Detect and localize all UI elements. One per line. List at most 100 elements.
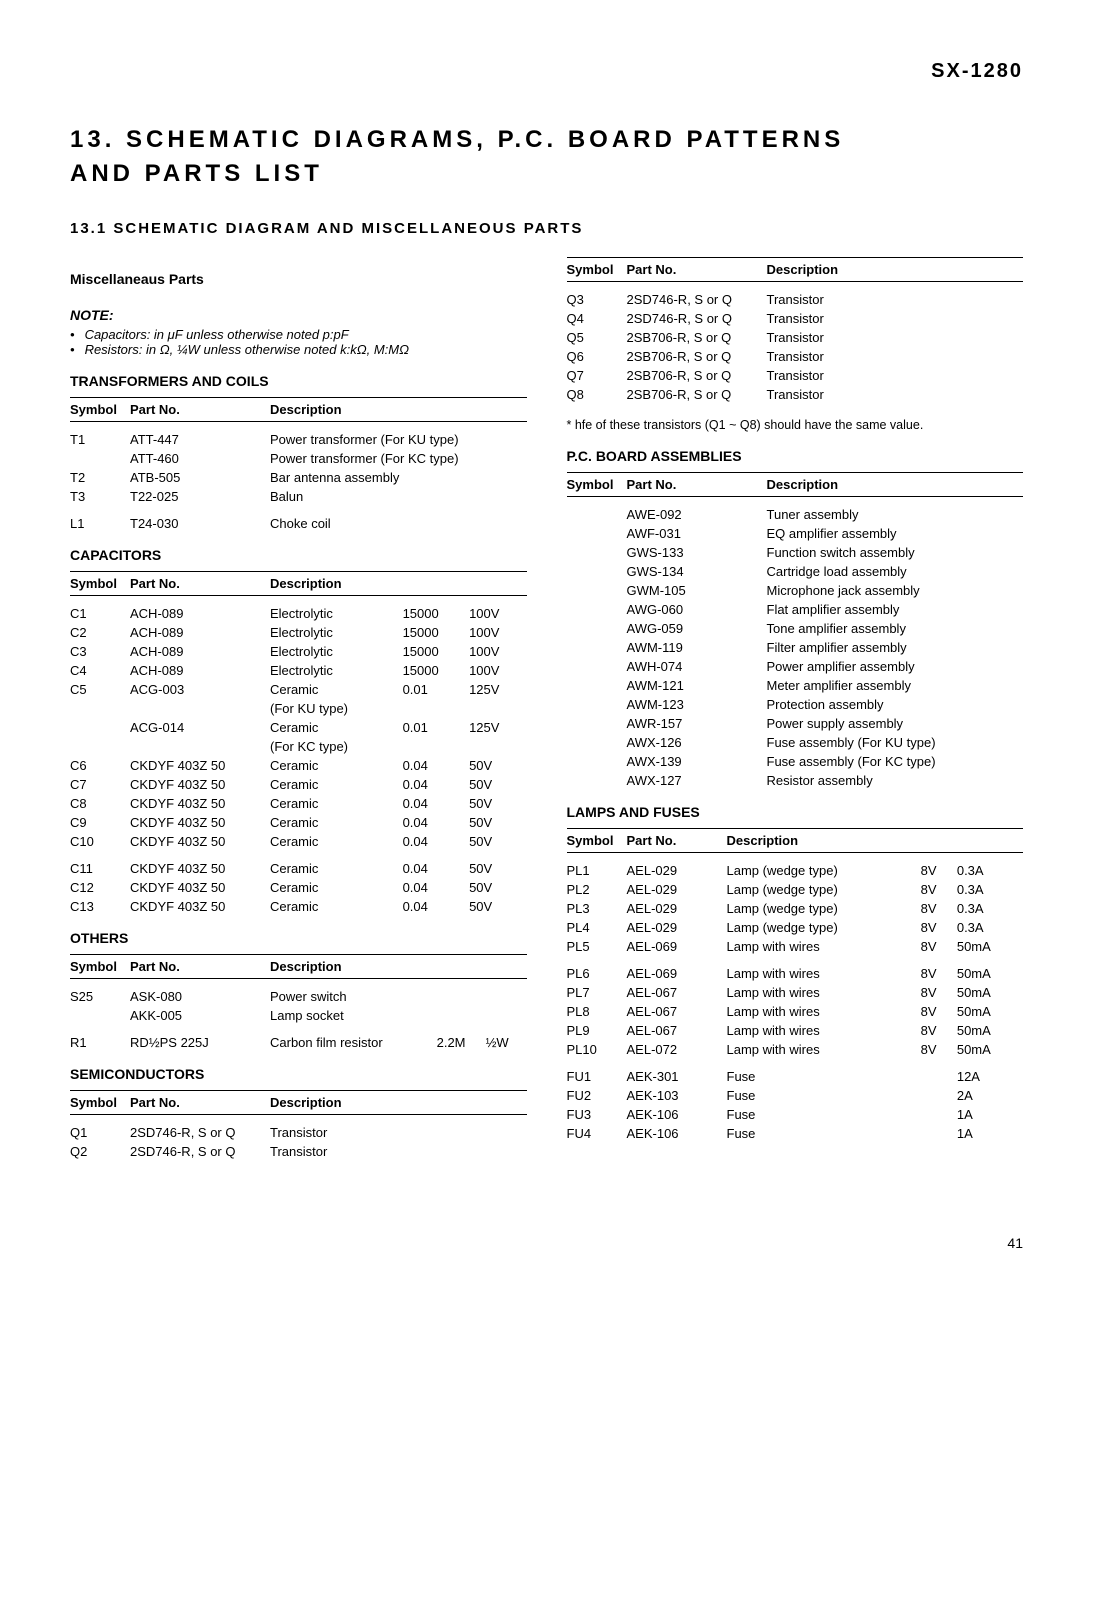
- table-cell: ACH-089: [130, 623, 270, 642]
- table-cell: [627, 1059, 727, 1067]
- table-cell: PL2: [567, 880, 627, 899]
- table-row: PL6AEL-069Lamp with wires8V50mA: [567, 964, 1024, 983]
- others-body: S25ASK-080Power switchAKK-005Lamp socket…: [70, 979, 527, 1053]
- table-cell: Lamp with wires: [727, 1021, 921, 1040]
- table-row: AWH-074Power amplifier assembly: [567, 657, 1024, 676]
- table-row: T2ATB-505Bar antenna assembly: [70, 468, 527, 487]
- table-cell: Lamp with wires: [727, 1002, 921, 1021]
- table-row: AWR-157Power supply assembly: [567, 714, 1024, 733]
- table-cell: Power amplifier assembly: [767, 657, 1024, 676]
- table-row: C13CKDYF 403Z 50Ceramic0.0450V: [70, 897, 527, 916]
- transformers-heading: TRANSFORMERS AND COILS: [70, 373, 527, 389]
- table-row: AWE-092Tuner assembly: [567, 497, 1024, 525]
- table-cell: Ceramic: [270, 756, 403, 775]
- table-row: PL10AEL-072Lamp with wires8V50mA: [567, 1040, 1024, 1059]
- note-item: Resistors: in Ω, ¼W unless otherwise not…: [70, 342, 527, 357]
- table-cell: [567, 562, 627, 581]
- table-cell: [469, 737, 526, 756]
- table-cell: C13: [70, 897, 130, 916]
- table-cell: [70, 506, 130, 514]
- table-cell: 100V: [469, 642, 526, 661]
- pcb-body: AWE-092Tuner assemblyAWF-031EQ amplifier…: [567, 497, 1024, 791]
- col-desc: Description: [270, 955, 527, 979]
- table-cell: 50mA: [957, 1021, 1023, 1040]
- table-cell: EQ amplifier assembly: [767, 524, 1024, 543]
- table-cell: AEK-106: [627, 1105, 727, 1124]
- col-partno: Part No.: [130, 398, 270, 422]
- table-cell: C1: [70, 596, 130, 624]
- table-row: Q62SB706-R, S or QTransistor: [567, 347, 1024, 366]
- col-symbol: Symbol: [70, 1091, 130, 1115]
- table-cell: T22-025: [130, 487, 270, 506]
- table-cell: 50mA: [957, 937, 1023, 956]
- table-cell: Bar antenna assembly: [270, 468, 527, 487]
- table-row: PL8AEL-067Lamp with wires8V50mA: [567, 1002, 1024, 1021]
- table-cell: CKDYF 403Z 50: [130, 756, 270, 775]
- table-cell: Fuse: [727, 1124, 921, 1143]
- table-cell: 8V: [921, 937, 957, 956]
- transformers-table: Symbol Part No. Description T1ATT-447Pow…: [70, 397, 527, 533]
- table-cell: FU2: [567, 1086, 627, 1105]
- table-cell: [270, 506, 527, 514]
- table-cell: [567, 600, 627, 619]
- table-cell: 12A: [957, 1067, 1023, 1086]
- table-cell: Transistor: [270, 1115, 527, 1143]
- table-cell: 0.3A: [957, 853, 1023, 881]
- table-row: GWS-134Cartridge load assembly: [567, 562, 1024, 581]
- table-cell: Fuse: [727, 1105, 921, 1124]
- table-cell: C8: [70, 794, 130, 813]
- table-row: FU3AEK-106Fuse1A: [567, 1105, 1024, 1124]
- table-row: PL7AEL-067Lamp with wires8V50mA: [567, 983, 1024, 1002]
- table-row: AWM-123Protection assembly: [567, 695, 1024, 714]
- table-cell: 100V: [469, 661, 526, 680]
- table-cell: Fuse: [727, 1067, 921, 1086]
- table-cell: CKDYF 403Z 50: [130, 897, 270, 916]
- table-row: AWX-139Fuse assembly (For KC type): [567, 752, 1024, 771]
- table-cell: 50mA: [957, 983, 1023, 1002]
- table-cell: AWE-092: [627, 497, 767, 525]
- table-cell: AWX-139: [627, 752, 767, 771]
- table-cell: ASK-080: [130, 979, 270, 1007]
- table-cell: Transistor: [767, 347, 1024, 366]
- table-cell: PL6: [567, 964, 627, 983]
- table-cell: Power switch: [270, 979, 437, 1007]
- table-row: AKK-005Lamp socket: [70, 1006, 527, 1025]
- table-cell: [130, 737, 270, 756]
- table-cell: [486, 1006, 527, 1025]
- table-row: C10CKDYF 403Z 50Ceramic0.0450V: [70, 832, 527, 851]
- table-cell: ATB-505: [130, 468, 270, 487]
- table-cell: [567, 497, 627, 525]
- table-cell: Power supply assembly: [767, 714, 1024, 733]
- table-cell: PL9: [567, 1021, 627, 1040]
- table-cell: 50V: [469, 897, 526, 916]
- table-cell: 8V: [921, 899, 957, 918]
- table-cell: AWR-157: [627, 714, 767, 733]
- table-cell: 2SD746-R, S or Q: [627, 282, 767, 310]
- table-row: C4ACH-089Electrolytic15000100V: [70, 661, 527, 680]
- semiconductors-heading: SEMICONDUCTORS: [70, 1066, 527, 1082]
- table-cell: [403, 851, 470, 859]
- table-cell: AEL-029: [627, 918, 727, 937]
- table-cell: FU3: [567, 1105, 627, 1124]
- table-cell: Ceramic: [270, 775, 403, 794]
- semiconductors-table-right: Symbol Part No. Description Q32SD746-R, …: [567, 257, 1024, 404]
- table-row: C6CKDYF 403Z 50Ceramic0.0450V: [70, 756, 527, 775]
- table-row: L1T24-030Choke coil: [70, 514, 527, 533]
- section-13-1-title: 13.1 SCHEMATIC DIAGRAM AND MISCELLANEOUS…: [70, 220, 1023, 237]
- table-cell: 50V: [469, 756, 526, 775]
- table-cell: [70, 1006, 130, 1025]
- table-row: C12CKDYF 403Z 50Ceramic0.0450V: [70, 878, 527, 897]
- table-cell: C7: [70, 775, 130, 794]
- table-cell: [70, 718, 130, 737]
- table-cell: [567, 956, 627, 964]
- table-cell: AKK-005: [130, 1006, 270, 1025]
- misc-parts-heading: Miscellaneaus Parts: [70, 271, 527, 287]
- table-cell: 0.3A: [957, 899, 1023, 918]
- table-cell: Transistor: [767, 309, 1024, 328]
- table-cell: 0.01: [403, 680, 470, 699]
- table-cell: Tone amplifier assembly: [767, 619, 1024, 638]
- left-column: Miscellaneaus Parts NOTE: Capacitors: in…: [70, 257, 527, 1175]
- table-cell: Transistor: [767, 385, 1024, 404]
- table-cell: Transistor: [270, 1142, 527, 1161]
- table-cell: [437, 1025, 486, 1033]
